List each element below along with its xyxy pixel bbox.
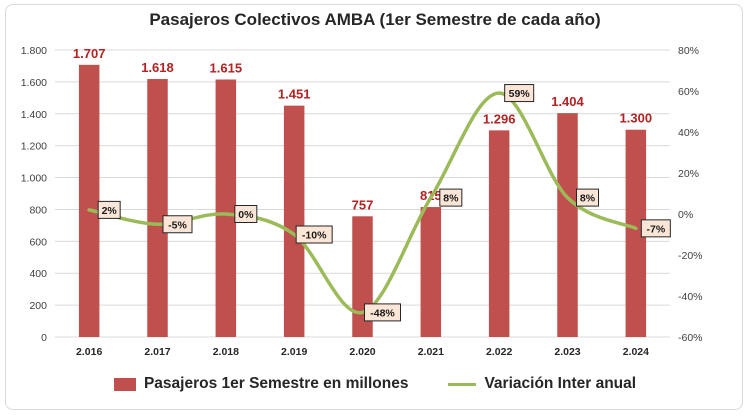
bar-value-label: 1.404 <box>551 94 584 109</box>
variation-label-box <box>364 303 401 322</box>
y-left-tick-label: 800 <box>29 204 47 216</box>
bar <box>283 105 305 337</box>
variation-value-label: 0% <box>238 209 254 221</box>
legend-item-line: Variación Inter anual <box>448 375 636 393</box>
y-left-tick-label: 1.000 <box>21 173 47 185</box>
legend-label-bars: Pasajeros 1er Semestre en millones <box>143 375 409 392</box>
y-right-tick-label: 80% <box>678 45 699 57</box>
x-tick-label: 2.024 <box>623 346 649 358</box>
chart-frame <box>5 4 743 410</box>
bar <box>420 207 442 337</box>
variation-value-label: -48% <box>370 307 395 319</box>
bar-value-label: 1.300 <box>620 111 653 126</box>
x-tick-label: 2.018 <box>213 346 239 358</box>
legend-label-line: Variación Inter anual <box>484 375 637 392</box>
variation-label-box <box>439 188 463 207</box>
bar <box>488 130 510 337</box>
variation-value-label: 8% <box>443 193 459 205</box>
y-left-tick-label: 0 <box>41 332 47 344</box>
bar-value-label: 1.615 <box>210 60 243 75</box>
y-left-tick-label: 1.600 <box>21 77 47 89</box>
legend-item-bars: Pasajeros 1er Semestre en millones <box>113 375 409 393</box>
y-right-tick-label: 20% <box>678 168 699 180</box>
y-left-tick-label: 200 <box>29 300 47 312</box>
y-left-tick-label: 1.400 <box>21 109 47 121</box>
x-tick-label: 2.017 <box>144 346 170 358</box>
bar <box>147 79 168 337</box>
y-right-tick-label: 40% <box>678 127 699 139</box>
y-left-tick-label: 600 <box>29 236 47 248</box>
bar-value-label: 1.707 <box>73 46 106 61</box>
x-tick-label: 2.019 <box>281 346 307 358</box>
variation-label-box <box>162 215 193 234</box>
legend-bar-swatch <box>113 377 136 391</box>
legend: Pasajeros 1er Semestre en millones Varia… <box>0 372 750 396</box>
legend-line-swatch <box>448 382 477 386</box>
variation-value-label: -7% <box>646 223 665 235</box>
variation-value-label: 59% <box>509 88 531 100</box>
bar <box>78 64 100 337</box>
variation-value-label: 8% <box>580 193 596 205</box>
chart-title: Pasajeros Colectivos AMBA (1er Semestre … <box>149 10 601 29</box>
x-tick-label: 2.023 <box>554 346 580 358</box>
y-right-tick-label: -20% <box>678 250 703 262</box>
y-right-tick-label: 60% <box>678 86 699 98</box>
x-tick-label: 2.022 <box>486 346 512 358</box>
x-tick-label: 2.021 <box>418 346 444 358</box>
variation-label-box <box>504 84 535 103</box>
bar <box>215 79 237 337</box>
bar-value-label: 1.296 <box>483 111 516 126</box>
variation-value-label: -5% <box>168 219 187 231</box>
variation-value-label: 2% <box>102 205 118 217</box>
bar-value-label: 1.451 <box>278 87 311 102</box>
x-tick-label: 2.020 <box>349 346 375 358</box>
bar <box>625 129 647 337</box>
y-right-tick-label: -40% <box>678 291 703 303</box>
variation-label-box <box>295 225 333 244</box>
bar-value-label: 757 <box>352 197 374 212</box>
y-left-tick-label: 1.200 <box>21 141 47 153</box>
y-right-tick-label: -60% <box>678 332 703 344</box>
y-left-tick-label: 1.800 <box>21 45 47 57</box>
variation-label-box <box>576 188 599 207</box>
y-right-tick-label: 0% <box>678 209 693 221</box>
variation-label-box <box>234 205 258 223</box>
y-left-tick-label: 400 <box>29 268 47 280</box>
variation-value-label: -10% <box>302 230 327 242</box>
bar-value-label: 1.618 <box>141 60 174 75</box>
bar <box>557 113 578 337</box>
variation-label-box <box>97 200 121 219</box>
x-tick-label: 2.016 <box>76 346 102 358</box>
variation-label-box <box>640 219 671 238</box>
